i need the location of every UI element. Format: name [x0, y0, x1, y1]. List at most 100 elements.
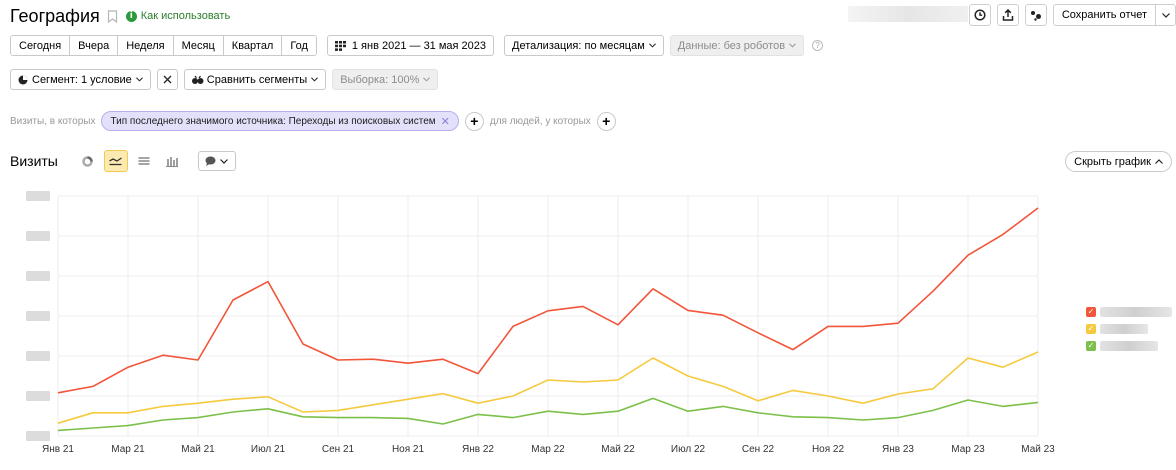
clear-segment-button[interactable] — [156, 69, 178, 90]
compare-segments-dropdown[interactable]: Сравнить сегменты — [183, 69, 327, 90]
legend-item[interactable]: ✓ — [1086, 304, 1172, 319]
chevron-down-icon — [423, 77, 431, 82]
info-icon: i — [125, 10, 137, 22]
preset-quarter[interactable]: Квартал — [223, 36, 283, 55]
line-chart-button[interactable] — [103, 150, 128, 172]
x-tick-label: Янв 21 — [42, 444, 74, 455]
plus-icon: + — [470, 113, 479, 129]
series-line-1 — [57, 207, 1039, 394]
close-icon — [163, 75, 172, 84]
history-button[interactable] — [968, 4, 991, 26]
chevron-up-icon — [1155, 159, 1163, 164]
help-icon[interactable]: ? — [812, 40, 824, 51]
chart-title: Визиты — [10, 153, 58, 169]
x-tick-label: Ноя 22 — [812, 444, 845, 455]
stacked-chart-button[interactable] — [132, 150, 156, 172]
redacted-y-tick-label — [26, 231, 50, 241]
calendar-icon — [334, 40, 346, 51]
filter-chip-label: Тип последнего значимого источника: Пере… — [110, 115, 436, 127]
save-report-label: Сохранить отчет — [1061, 9, 1147, 21]
chevron-down-icon — [1161, 12, 1170, 18]
preset-week[interactable]: Неделя — [118, 36, 174, 55]
legend-item[interactable]: ✓ — [1086, 321, 1172, 336]
hide-chart-button[interactable]: Скрыть график — [1065, 151, 1172, 172]
filter-row: Визиты, в которых Тип последнего значимо… — [10, 111, 616, 131]
bar-chart-icon — [165, 156, 178, 167]
hide-chart-label: Скрыть график — [1074, 155, 1151, 168]
period-row: Сегодня Вчера Неделя Месяц Квартал Год 1… — [10, 35, 824, 56]
x-tick-label: Май 22 — [601, 444, 635, 455]
date-range-button[interactable]: 1 янв 2021 — 31 мая 2023 — [326, 35, 495, 56]
preset-month[interactable]: Месяц — [173, 36, 224, 55]
preset-yesterday[interactable]: Вчера — [70, 36, 119, 55]
save-report-button[interactable]: Сохранить отчет — [1052, 4, 1176, 26]
series-line-2 — [57, 351, 1039, 424]
x-tick-label: Янв 22 — [462, 444, 494, 455]
visits-prefix: Визиты, в которых — [10, 115, 96, 127]
add-people-condition-button[interactable]: + — [596, 111, 616, 131]
data-filter-dropdown[interactable]: Данные: без роботов — [669, 35, 805, 56]
close-icon[interactable]: ✕ — [440, 115, 450, 128]
x-tick-label: Май 21 — [181, 444, 215, 455]
sample-dropdown[interactable]: Выборка: 100% — [332, 69, 439, 90]
x-tick-label: Июл 21 — [251, 444, 286, 455]
stacked-chart-icon — [138, 157, 150, 165]
people-label: для людей, у которых — [489, 115, 591, 127]
redacted-y-tick-label — [26, 191, 50, 201]
check-icon: ✓ — [1086, 306, 1096, 317]
chevron-down-icon — [220, 158, 229, 164]
redacted-header-text — [848, 6, 968, 22]
comments-dropdown[interactable] — [197, 151, 236, 171]
compare-icon — [191, 75, 204, 84]
redacted-y-tick-label — [26, 431, 50, 441]
plus-icon: + — [602, 113, 611, 129]
detail-label: Детализация: по месяцам — [512, 39, 645, 52]
x-tick-label: Сен 21 — [322, 444, 355, 455]
chevron-down-icon — [311, 77, 319, 82]
chevron-down-icon — [648, 43, 656, 48]
line-chart-icon — [109, 157, 123, 166]
preset-year[interactable]: Год — [282, 36, 316, 55]
chevron-down-icon — [135, 77, 143, 82]
x-tick-label: Июл 22 — [671, 444, 706, 455]
data-filter-label: Данные: без роботов — [677, 39, 786, 52]
check-icon: ✓ — [1086, 323, 1096, 334]
chevron-down-icon — [789, 43, 796, 48]
x-tick-label: Мар 22 — [531, 444, 565, 455]
bar-chart-button[interactable] — [160, 150, 184, 172]
legend-item[interactable]: ✓ — [1086, 338, 1172, 353]
redacted-series-name — [1100, 340, 1158, 351]
x-tick-label: Янв 23 — [882, 444, 914, 455]
x-tick-label: Ноя 21 — [392, 444, 425, 455]
howto-label: Как использовать — [140, 10, 231, 22]
redacted-y-tick-label — [26, 271, 50, 281]
page-title: География — [10, 5, 100, 26]
period-presets: Сегодня Вчера Неделя Месяц Квартал Год — [10, 35, 317, 56]
segment-label: Сегмент: 1 условие — [32, 73, 132, 86]
pie-icon — [18, 75, 28, 84]
donut-chart-button[interactable] — [76, 150, 100, 172]
preset-today[interactable]: Сегодня — [11, 36, 71, 55]
chart-legend: ✓ ✓ ✓ — [1086, 304, 1172, 355]
sample-label: Выборка: 100% — [340, 73, 420, 86]
segment-dropdown[interactable]: Сегмент: 1 условие — [10, 69, 151, 90]
save-report-menu-button[interactable] — [1155, 5, 1175, 25]
chart-header: Визиты — [10, 150, 236, 172]
redacted-y-tick-label — [26, 351, 50, 361]
api-button[interactable] — [1024, 4, 1047, 26]
comment-icon — [205, 156, 216, 166]
x-tick-label: Мар 21 — [111, 444, 145, 455]
export-icon — [1002, 9, 1014, 21]
add-visit-condition-button[interactable]: + — [464, 111, 484, 131]
title-row: География i Как использовать — [10, 4, 230, 28]
filter-chip[interactable]: Тип последнего значимого источника: Пере… — [101, 111, 459, 131]
detail-dropdown[interactable]: Детализация: по месяцам — [504, 35, 664, 56]
export-button[interactable] — [996, 4, 1019, 26]
top-actions: Сохранить отчет — [968, 4, 1176, 26]
howto-link[interactable]: i Как использовать — [125, 10, 231, 22]
compare-segments-label: Сравнить сегменты — [206, 73, 308, 86]
x-tick-label: Мар 23 — [951, 444, 985, 455]
history-icon — [974, 9, 986, 21]
donut-chart-icon — [82, 155, 94, 167]
bookmark-icon[interactable] — [107, 9, 118, 23]
